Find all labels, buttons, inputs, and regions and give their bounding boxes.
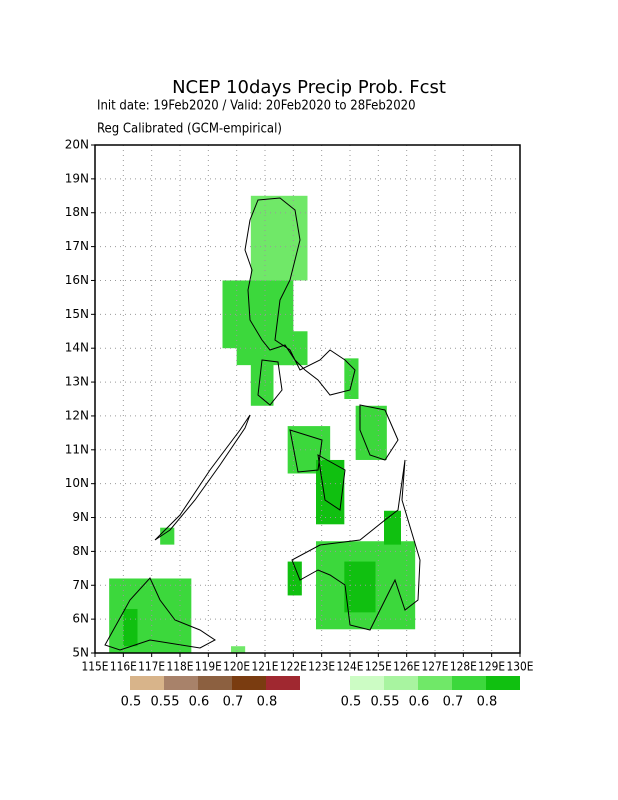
y-tick-label: 5N	[72, 646, 89, 660]
y-tick-label: 14N	[65, 341, 89, 355]
y-tick-label: 20N	[65, 138, 89, 152]
x-tick-label: 115E	[82, 660, 109, 674]
legend-swatch	[198, 676, 232, 690]
x-tick-label: 116E	[110, 660, 137, 674]
legend-label: 0.8	[477, 695, 498, 710]
legend-label: 0.55	[151, 695, 180, 710]
x-tick-label: 119E	[195, 660, 222, 674]
prob-cell	[160, 527, 175, 545]
y-tick-label: 10N	[65, 476, 89, 490]
x-tick-label: 128E	[450, 660, 477, 674]
legend-swatch	[452, 676, 486, 690]
y-tick-label: 19N	[65, 171, 89, 185]
coast-borneo	[104, 577, 216, 651]
legend-label: 0.7	[443, 695, 464, 710]
prob-cell	[287, 561, 302, 596]
title: NCEP 10days Precip Prob. Fcst	[172, 77, 446, 98]
y-tick-label: 11N	[65, 442, 89, 456]
x-tick-label: 122E	[280, 660, 307, 674]
subtitle: Init date: 19Feb2020 / Valid: 20Feb2020 …	[97, 99, 416, 114]
y-tick-label: 17N	[65, 239, 89, 253]
legend-swatch	[266, 676, 300, 690]
y-tick-label: 9N	[72, 510, 89, 524]
y-tick-label: 6N	[72, 612, 89, 626]
prob-cell	[250, 195, 308, 281]
legend-label: 0.6	[189, 695, 210, 710]
legend-swatch	[418, 676, 452, 690]
legend-label: 0.7	[223, 695, 244, 710]
y-tick-label: 18N	[65, 205, 89, 219]
x-tick-label: 124E	[337, 660, 364, 674]
legend-label: 0.5	[341, 695, 362, 710]
legend-swatch	[350, 676, 384, 690]
legend-swatch	[164, 676, 198, 690]
x-tick-label: 123E	[308, 660, 335, 674]
legend-swatch	[130, 676, 164, 690]
x-tick-label: 130E	[507, 660, 534, 674]
legend: 0.5 0.55 0.6 0.7 0.8 0.5 0.55 0.6 0.7 0.8	[121, 676, 520, 710]
y-tick-label: 15N	[65, 307, 89, 321]
prob-cell	[231, 646, 246, 653]
x-tick-label: 120E	[223, 660, 250, 674]
x-tick-label: 125E	[365, 660, 392, 674]
coast-visayas	[289, 404, 399, 511]
axes: 115E 116E 117E 118E 119E 120E 121E 122E 123E 124E…	[65, 138, 534, 674]
x-tick-label: 118E	[167, 660, 194, 674]
x-tick-label: 117E	[138, 660, 165, 674]
legend-swatch	[486, 676, 520, 690]
prob-cell	[279, 331, 308, 366]
x-tick-label: 129E	[478, 660, 505, 674]
y-tick-label: 13N	[65, 375, 89, 389]
coast-luzon	[244, 197, 356, 396]
legend-label: 0.8	[257, 695, 278, 710]
legend-swatch	[232, 676, 266, 690]
legend-swatch	[384, 676, 418, 690]
cells	[109, 195, 416, 653]
prob-cell	[344, 561, 376, 613]
legend-label: 0.55	[371, 695, 400, 710]
y-tick-label: 16N	[65, 273, 89, 287]
coast-mindoro	[257, 359, 283, 406]
x-tick-label: 126E	[393, 660, 420, 674]
coast-mindanao	[291, 459, 421, 631]
coast-palawan	[154, 414, 251, 541]
y-tick-label: 8N	[72, 544, 89, 558]
y-tick-label: 12N	[65, 408, 89, 422]
method: Reg Calibrated (GCM-empirical)	[97, 122, 282, 137]
x-tick-label: 121E	[252, 660, 279, 674]
coastline	[104, 197, 421, 651]
plot-frame	[94, 144, 521, 654]
prob-cell	[344, 358, 359, 399]
y-tick-label: 7N	[72, 578, 89, 592]
legend-label: 0.6	[409, 695, 430, 710]
prob-cell	[123, 608, 138, 647]
x-tick-label: 127E	[422, 660, 449, 674]
prob-cell	[250, 354, 274, 406]
legend-label: 0.5	[121, 695, 142, 710]
prob-cell	[384, 510, 401, 545]
